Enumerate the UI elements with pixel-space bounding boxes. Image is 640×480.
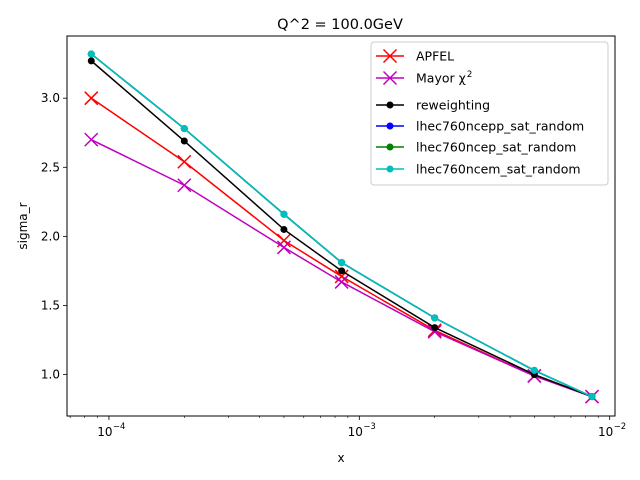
axes-frame [66,35,616,417]
legend-label: APFEL [416,49,454,64]
x-marker [427,324,442,339]
legend-entry-1: APFEL [376,49,454,64]
dot-marker [431,324,439,332]
dot-marker [338,267,346,275]
x-marker [334,274,349,289]
dot-marker [386,122,394,130]
x-tick-label-base: 10 [348,425,363,439]
axes: 10 −4 10 −3 10 −21.01.52.02.53.0 [41,91,626,439]
x-axis-label: x [337,451,344,465]
x-marker [382,70,398,86]
y-tick-label: 3.0 [41,91,60,105]
series-6 [87,50,596,401]
dot-marker [338,259,346,267]
y-tick-label: 2.0 [41,229,60,243]
y-tick-label: 1.0 [41,368,60,382]
x-marker [334,269,349,284]
x-marker [84,91,99,106]
legend-box [370,41,609,186]
legend-entry-3: reweighting [376,98,490,113]
dot-marker [431,314,439,322]
y-tick-label: 2.5 [41,160,60,174]
x-tick-label-exponent: −3 [363,422,376,432]
dot-marker [180,137,188,145]
legend-label: lhec760ncem_sat_random [416,162,581,177]
x-tick-label-exponent: −4 [113,422,126,432]
legend-label: lhec760ncepp_sat_random [416,119,584,134]
legend-entry-5: lhec760ncep_sat_random [376,140,576,155]
legend-label-superscript: 2 [467,70,472,80]
dot-marker [530,366,538,374]
y-axis-label: sigma_r [16,202,30,249]
legend-label: reweighting [416,98,490,113]
legend: APFEL Mayor χ 2 reweighting lhec760ncepp_sat… [370,41,609,186]
chart-title: Q^2 = 100.0GeV [277,17,403,33]
x-marker [276,240,291,255]
dot-marker [87,50,95,58]
dot-marker [588,393,596,401]
dot-marker [180,125,188,133]
legend-entry-6: lhec760ncem_sat_random [376,162,581,177]
x-tick-label-base: 10 [97,425,112,439]
y-tick-label: 1.5 [41,298,60,312]
legend-label: lhec760ncep_sat_random [416,140,576,155]
dot-marker [386,101,394,109]
dot-marker [87,57,95,65]
legend-entry-4: lhec760ncepp_sat_random [376,119,584,134]
x-marker [177,178,192,193]
dot-marker [280,210,288,218]
x-tick-label-exponent: −2 [614,422,627,432]
x-marker [382,48,398,64]
dot-marker [280,225,288,233]
x-marker [84,132,99,147]
x-tick-label-base: 10 [598,425,613,439]
plot-area [84,50,600,404]
x-marker [177,154,192,169]
dot-marker [386,165,394,173]
dot-marker [386,143,394,151]
legend-label: Mayor χ [416,71,466,86]
